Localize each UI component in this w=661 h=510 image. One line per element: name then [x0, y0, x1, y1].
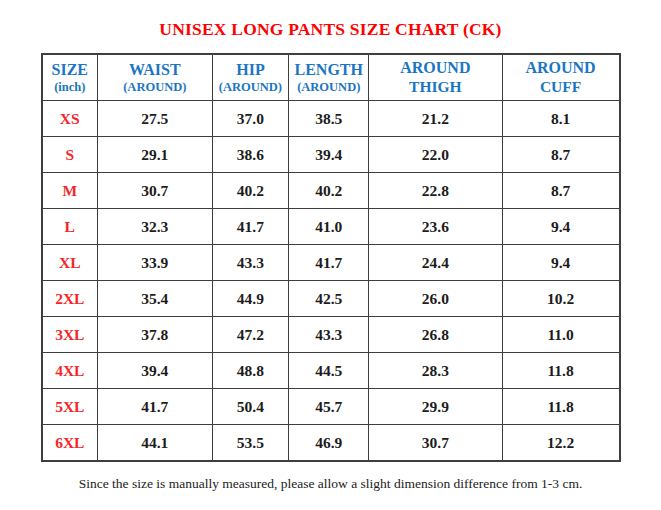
column-header-line1: AROUND	[503, 58, 619, 78]
measurement-value: 41.7	[98, 389, 212, 425]
table-body: XS27.537.038.521.28.1S29.138.639.422.08.…	[42, 101, 620, 462]
size-label: L	[42, 209, 98, 245]
measurement-value: 24.4	[369, 245, 503, 281]
measurement-value: 43.3	[212, 245, 289, 281]
measurement-value: 9.4	[502, 245, 619, 281]
table-header: SIZE(inch)WAIST(AROUND)HIP(AROUND)LENGTH…	[42, 54, 620, 101]
table-row: 3XL37.847.243.326.811.0	[42, 317, 620, 353]
size-label: 5XL	[42, 389, 98, 425]
column-header-line1: AROUND	[369, 58, 502, 78]
measurement-value: 44.5	[289, 353, 369, 389]
footnote: Since the size is manually measured, ple…	[0, 476, 661, 492]
column-header-waist: WAIST(AROUND)	[98, 54, 212, 101]
table-row: 2XL35.444.942.526.010.2	[42, 281, 620, 317]
table-row: XS27.537.038.521.28.1	[42, 101, 620, 137]
table-row: XL33.943.341.724.49.4	[42, 245, 620, 281]
measurement-value: 12.2	[502, 425, 619, 462]
page-title: UNISEX LONG PANTS SIZE CHART (CK)	[0, 19, 661, 40]
column-header-line1: LENGTH	[289, 60, 368, 80]
size-label: XL	[42, 245, 98, 281]
table-row: 6XL44.153.546.930.712.2	[42, 425, 620, 462]
column-header-line1: WAIST	[98, 60, 211, 80]
measurement-value: 41.0	[289, 209, 369, 245]
measurement-value: 41.7	[289, 245, 369, 281]
size-label: XS	[42, 101, 98, 137]
measurement-value: 38.5	[289, 101, 369, 137]
column-header-line2: (AROUND)	[213, 80, 289, 95]
column-header-line2: (AROUND)	[98, 80, 211, 95]
column-header-line2: (AROUND)	[289, 80, 368, 95]
size-chart-table: SIZE(inch)WAIST(AROUND)HIP(AROUND)LENGTH…	[41, 53, 621, 462]
measurement-value: 11.8	[502, 389, 619, 425]
column-header-line2: CUFF	[503, 78, 619, 97]
measurement-value: 28.3	[369, 353, 503, 389]
measurement-value: 53.5	[212, 425, 289, 462]
measurement-value: 37.8	[98, 317, 212, 353]
measurement-value: 42.5	[289, 281, 369, 317]
measurement-value: 40.2	[212, 173, 289, 209]
header-row: SIZE(inch)WAIST(AROUND)HIP(AROUND)LENGTH…	[42, 54, 620, 101]
column-header-around-cuff: AROUNDCUFF	[502, 54, 619, 101]
measurement-value: 30.7	[98, 173, 212, 209]
measurement-value: 44.9	[212, 281, 289, 317]
table-row: L32.341.741.023.69.4	[42, 209, 620, 245]
measurement-value: 27.5	[98, 101, 212, 137]
measurement-value: 50.4	[212, 389, 289, 425]
table-row: 4XL39.448.844.528.311.8	[42, 353, 620, 389]
column-header-size: SIZE(inch)	[42, 54, 98, 101]
size-label: M	[42, 173, 98, 209]
column-header-around-thigh: AROUNDTHIGH	[369, 54, 503, 101]
measurement-value: 10.2	[502, 281, 619, 317]
measurement-value: 23.6	[369, 209, 503, 245]
measurement-value: 37.0	[212, 101, 289, 137]
column-header-line1: SIZE	[43, 60, 98, 80]
measurement-value: 11.0	[502, 317, 619, 353]
column-header-hip: HIP(AROUND)	[212, 54, 289, 101]
measurement-value: 9.4	[502, 209, 619, 245]
measurement-value: 40.2	[289, 173, 369, 209]
measurement-value: 29.1	[98, 137, 212, 173]
size-label: 2XL	[42, 281, 98, 317]
measurement-value: 46.9	[289, 425, 369, 462]
column-header-line1: HIP	[213, 60, 289, 80]
measurement-value: 11.8	[502, 353, 619, 389]
size-label: 4XL	[42, 353, 98, 389]
measurement-value: 30.7	[369, 425, 503, 462]
measurement-value: 8.7	[502, 173, 619, 209]
measurement-value: 29.9	[369, 389, 503, 425]
size-label: S	[42, 137, 98, 173]
measurement-value: 47.2	[212, 317, 289, 353]
measurement-value: 26.8	[369, 317, 503, 353]
measurement-value: 8.1	[502, 101, 619, 137]
table-row: S29.138.639.422.08.7	[42, 137, 620, 173]
measurement-value: 26.0	[369, 281, 503, 317]
measurement-value: 43.3	[289, 317, 369, 353]
measurement-value: 44.1	[98, 425, 212, 462]
measurement-value: 48.8	[212, 353, 289, 389]
measurement-value: 38.6	[212, 137, 289, 173]
size-chart-page: UNISEX LONG PANTS SIZE CHART (CK) SIZE(i…	[0, 0, 661, 510]
measurement-value: 33.9	[98, 245, 212, 281]
measurement-value: 35.4	[98, 281, 212, 317]
size-label: 3XL	[42, 317, 98, 353]
measurement-value: 21.2	[369, 101, 503, 137]
measurement-value: 8.7	[502, 137, 619, 173]
measurement-value: 32.3	[98, 209, 212, 245]
column-header-length: LENGTH(AROUND)	[289, 54, 369, 101]
size-label: 6XL	[42, 425, 98, 462]
table-row: 5XL41.750.445.729.911.8	[42, 389, 620, 425]
measurement-value: 39.4	[289, 137, 369, 173]
measurement-value: 22.8	[369, 173, 503, 209]
measurement-value: 22.0	[369, 137, 503, 173]
measurement-value: 41.7	[212, 209, 289, 245]
column-header-line2: THIGH	[369, 78, 502, 97]
measurement-value: 45.7	[289, 389, 369, 425]
table-row: M30.740.240.222.88.7	[42, 173, 620, 209]
measurement-value: 39.4	[98, 353, 212, 389]
column-header-line2: (inch)	[43, 80, 98, 95]
